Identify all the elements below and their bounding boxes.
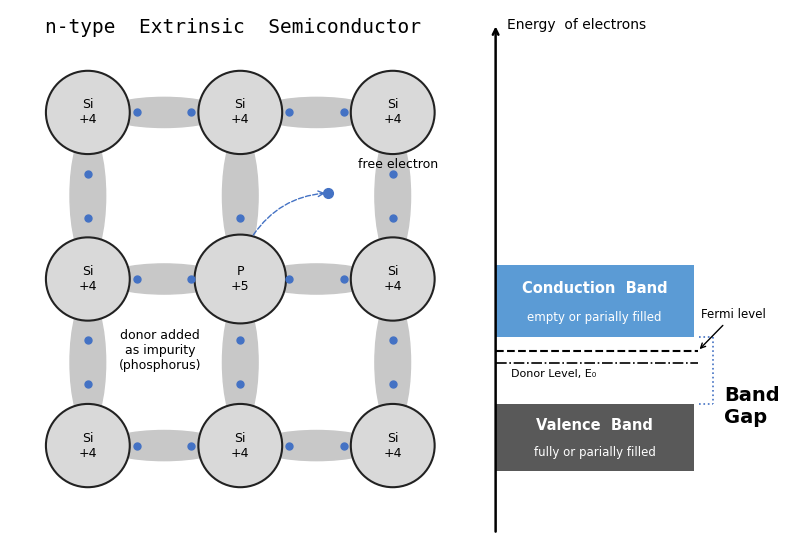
- Ellipse shape: [222, 297, 258, 427]
- Text: Energy  of electrons: Energy of electrons: [507, 18, 646, 32]
- Ellipse shape: [199, 404, 282, 487]
- Text: Band
Gap: Band Gap: [725, 386, 780, 427]
- Text: Donor Level, E₀: Donor Level, E₀: [511, 369, 596, 379]
- Ellipse shape: [103, 97, 225, 128]
- Text: Conduction  Band: Conduction Band: [522, 281, 668, 296]
- Ellipse shape: [46, 237, 130, 321]
- Ellipse shape: [46, 71, 130, 154]
- Ellipse shape: [70, 131, 106, 261]
- Text: Si
+4: Si +4: [384, 265, 402, 293]
- Text: Fermi level: Fermi level: [701, 307, 766, 348]
- Text: empty or parially filled: empty or parially filled: [528, 311, 662, 324]
- Ellipse shape: [199, 71, 282, 154]
- Text: free electron: free electron: [358, 158, 438, 171]
- Text: Valence  Band: Valence Band: [536, 418, 653, 434]
- Ellipse shape: [103, 264, 225, 294]
- Ellipse shape: [195, 234, 286, 324]
- Text: Si
+4: Si +4: [78, 98, 97, 127]
- Ellipse shape: [255, 430, 377, 461]
- Ellipse shape: [255, 97, 377, 128]
- Ellipse shape: [222, 131, 258, 261]
- Ellipse shape: [350, 71, 434, 154]
- Text: donor added
as impurity
(phosphorus): donor added as impurity (phosphorus): [119, 329, 202, 372]
- Text: Si
+4: Si +4: [231, 98, 249, 127]
- Ellipse shape: [103, 430, 225, 461]
- FancyBboxPatch shape: [496, 404, 694, 470]
- Ellipse shape: [350, 404, 434, 487]
- Ellipse shape: [375, 297, 411, 427]
- Text: Si
+4: Si +4: [78, 431, 97, 460]
- Text: n-type  Extrinsic  Semiconductor: n-type Extrinsic Semiconductor: [44, 18, 421, 37]
- Text: P
+5: P +5: [231, 265, 250, 293]
- Text: Si
+4: Si +4: [78, 265, 97, 293]
- Ellipse shape: [255, 264, 377, 294]
- Ellipse shape: [375, 131, 411, 261]
- Text: Si
+4: Si +4: [384, 98, 402, 127]
- Text: Si
+4: Si +4: [231, 431, 249, 460]
- FancyBboxPatch shape: [496, 265, 694, 337]
- Ellipse shape: [70, 297, 106, 427]
- Text: fully or parially filled: fully or parially filled: [534, 446, 656, 459]
- Ellipse shape: [350, 237, 434, 321]
- Text: Si
+4: Si +4: [384, 431, 402, 460]
- Ellipse shape: [46, 404, 130, 487]
